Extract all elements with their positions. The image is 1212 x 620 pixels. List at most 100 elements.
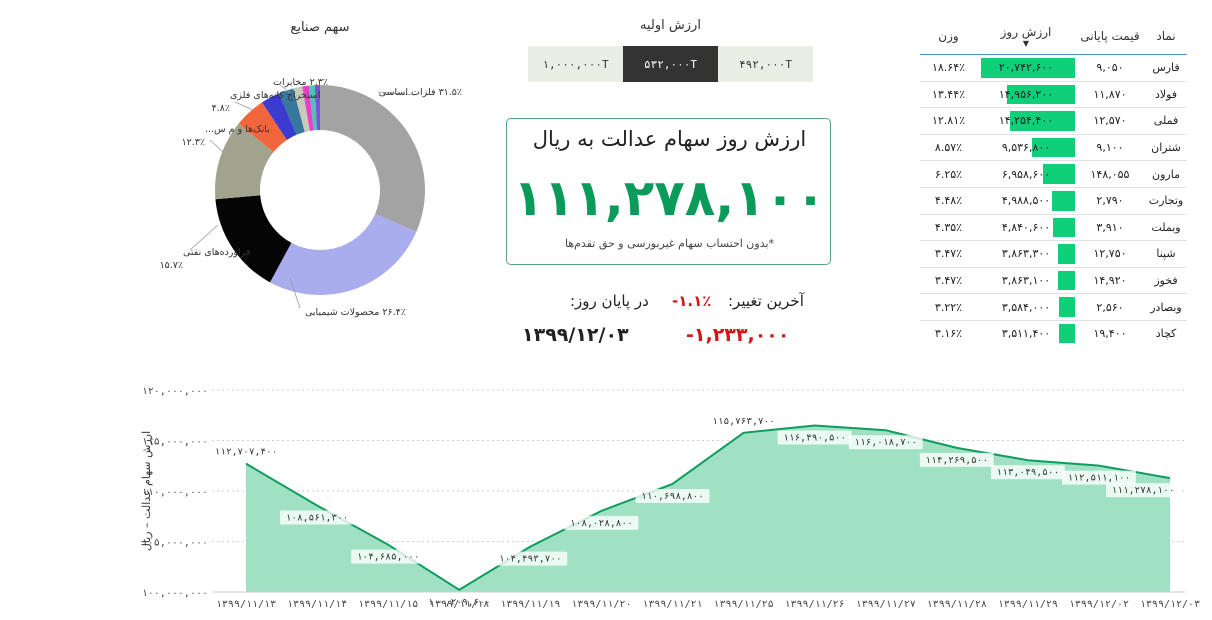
value-text: ۴,۸۴۰,۶۰۰ xyxy=(1001,220,1051,234)
table-row[interactable]: شتران ۹,۱۰۰ ۹,۵۳۶,۸۰۰ ۸.۵۷٪ xyxy=(920,134,1187,162)
donut-slice[interactable] xyxy=(238,102,287,153)
cell-weight: ۱۳.۴۴٪ xyxy=(920,81,977,109)
table-row[interactable]: فملی ۱۲,۵۷۰ ۱۴,۲۵۴,۴۰۰ ۱۲.۸۱٪ xyxy=(920,107,1187,135)
column-header-weight[interactable]: وزن xyxy=(920,18,977,55)
area-fill xyxy=(246,425,1170,592)
cell-value: ۳,۸۶۳,۳۰۰ xyxy=(977,240,1075,268)
table-row[interactable]: وتجارت ۲,۷۹۰ ۴,۹۸۸,۵۰۰ ۴.۴۸٪ xyxy=(920,187,1187,215)
value-bar xyxy=(1053,217,1075,238)
cell-value: ۴,۸۴۰,۶۰۰ xyxy=(977,214,1075,242)
cell-price: ۱۴۸,۰۵۵ xyxy=(1075,160,1145,188)
donut-slice[interactable] xyxy=(269,213,417,295)
cell-value: ۳,۵۸۴,۰۰۰ xyxy=(977,293,1075,321)
sort-desc-icon: ▼ xyxy=(1022,38,1030,48)
donut-slice[interactable] xyxy=(320,85,425,232)
cell-weight: ۳.۴۷٪ xyxy=(920,240,977,268)
table-row[interactable]: شپنا ۱۲,۷۵۰ ۳,۸۶۳,۳۰۰ ۳.۴۷٪ xyxy=(920,240,1187,268)
cell-price: ۹,۰۵۰ xyxy=(1075,54,1145,82)
donut-slice-label: ۳۱.۵٪ فلزات اساسی xyxy=(379,87,462,98)
cell-symbol: وبملت xyxy=(1145,214,1187,242)
card-note: *بدون احتساب سهام غیربورسی و حق تقدم‌ها xyxy=(564,237,775,250)
cell-price: ۱۱,۸۷۰ xyxy=(1075,81,1145,109)
data-label-bg xyxy=(280,510,355,525)
value-text: ۲۰,۷۴۲,۶۰۰ xyxy=(998,61,1054,75)
x-tick-label: ۱۳۹۹/۱۱/۱۸ xyxy=(429,599,489,610)
cell-weight: ۴.۳۵٪ xyxy=(920,214,977,242)
data-label-bg xyxy=(777,430,852,445)
x-tick-label: ۱۳۹۹/۱۲/۰۲ xyxy=(1069,599,1129,610)
table-row[interactable]: فولاد ۱۱,۸۷۰ ۱۴,۹۵۶,۲۰۰ ۱۳.۴۴٪ xyxy=(920,81,1187,109)
cell-symbol: وبصادر xyxy=(1145,293,1187,321)
donut-slice[interactable] xyxy=(308,85,317,131)
donut-slice[interactable] xyxy=(302,85,314,131)
donut-slice[interactable] xyxy=(293,86,310,132)
data-label: ۱۱۰,۶۹۸,۸۰۰ xyxy=(641,491,704,502)
value-bar xyxy=(1052,190,1075,211)
data-label-bg xyxy=(422,594,497,609)
y-tick-label: ۱۲۰,۰۰۰,۰۰۰ xyxy=(142,386,208,397)
y-axis-title: ارزش سهام عدالت – ریال xyxy=(140,431,153,551)
holdings-table-container[interactable]: نماد قیمت پایانی ارزش روز ▼ وزن فارس ۹,۰۵… xyxy=(920,18,1187,343)
donut-slice[interactable] xyxy=(215,123,274,200)
cell-weight: ۱۲.۸۱٪ xyxy=(920,107,977,135)
cell-weight: ۴.۴۸٪ xyxy=(920,187,977,215)
initial-value-option-492000[interactable]: ۴۹۲,۰۰۰T xyxy=(718,46,813,82)
cell-price: ۱۲,۵۷۰ xyxy=(1075,107,1145,135)
table-row[interactable]: کچاد ۱۹,۴۰۰ ۳,۵۱۱,۴۰۰ ۳.۱۶٪ xyxy=(920,320,1187,343)
column-header-value[interactable]: ارزش روز ▼ xyxy=(977,18,1075,55)
table-row[interactable]: فخوز ۱۴,۹۲۰ ۳,۸۶۳,۱۰۰ ۳.۴۷٪ xyxy=(920,267,1187,295)
holdings-table: نماد قیمت پایانی ارزش روز ▼ وزن فارس ۹,۰۵… xyxy=(920,18,1187,343)
value-text: ۳,۸۶۳,۱۰۰ xyxy=(1001,274,1051,288)
donut-slice[interactable] xyxy=(278,88,305,135)
column-header-price[interactable]: قیمت پایانی xyxy=(1075,18,1145,55)
table-row[interactable]: وبصادر ۲,۵۶۰ ۳,۵۸۴,۰۰۰ ۳.۲۲٪ xyxy=(920,293,1187,321)
cell-price: ۹,۱۰۰ xyxy=(1075,134,1145,162)
y-tick-label: ۱۰۵,۰۰۰,۰۰۰ xyxy=(142,538,208,549)
cell-weight: ۱۸.۶۴٪ xyxy=(920,54,977,82)
donut-slice-label: ۲.۳٪ مخابرات xyxy=(273,77,328,88)
initial-value-option-1000000[interactable]: ۱,۰۰۰,۰۰۰T xyxy=(528,46,623,82)
value-text: ۹,۵۳۶,۸۰۰ xyxy=(1001,141,1051,155)
data-label: ۱۱۲,۷۰۷,۴۰۰ xyxy=(215,447,278,458)
last-change-label: آخرین تغییر: xyxy=(728,292,804,310)
value-bar xyxy=(1007,84,1075,105)
data-label-bg xyxy=(990,465,1065,480)
donut-slice[interactable] xyxy=(314,85,320,131)
data-label: ۱۱۶,۰۱۸,۷۰۰ xyxy=(854,437,917,448)
end-of-day-label: در پایان روز: xyxy=(570,292,649,310)
value-bar xyxy=(1010,111,1075,131)
donut-slice[interactable] xyxy=(262,93,297,140)
cell-value: ۹,۵۳۶,۸۰۰ xyxy=(977,134,1075,162)
cell-price: ۲,۷۹۰ xyxy=(1075,187,1145,215)
donut-slice[interactable] xyxy=(215,195,292,283)
table-row[interactable]: مارون ۱۴۸,۰۵۵ ۶,۹۵۸,۶۰۰ ۶.۲۵٪ xyxy=(920,160,1187,188)
card-value: ۱۱۱,۲۷۸,۱۰۰ xyxy=(513,169,826,227)
cell-symbol: فملی xyxy=(1145,107,1187,135)
data-label: ۱۱۲,۵۱۱,۱۰۰ xyxy=(1067,473,1130,484)
initial-value-option-532000[interactable]: ۵۳۲,۰۰۰T xyxy=(623,46,718,82)
data-label: ۱۰۰,۲۰۹,۶۰۰ xyxy=(428,597,491,608)
cell-value: ۱۴,۲۵۴,۴۰۰ xyxy=(977,107,1075,135)
value-bar xyxy=(1059,323,1075,343)
donut-slice-percent: ۱۲.۳٪ xyxy=(182,137,205,148)
cell-weight: ۸.۵۷٪ xyxy=(920,134,977,162)
y-tick-label: ۱۱۵,۰۰۰,۰۰۰ xyxy=(142,437,208,448)
cell-weight: ۳.۱۶٪ xyxy=(920,320,977,343)
cell-symbol: کچاد xyxy=(1145,320,1187,343)
column-header-symbol[interactable]: نماد xyxy=(1145,18,1187,55)
data-label: ۱۰۴,۴۹۳,۷۰۰ xyxy=(499,554,562,565)
data-label-bg xyxy=(1106,483,1180,498)
industry-share-title: سهم صنایع xyxy=(290,20,350,35)
cell-price: ۱۹,۴۰۰ xyxy=(1075,320,1145,343)
cell-value: ۳,۵۱۱,۴۰۰ xyxy=(977,320,1075,343)
cell-symbol: فخوز xyxy=(1145,267,1187,295)
cell-weight: ۳.۴۷٪ xyxy=(920,267,977,295)
cell-value: ۶,۹۵۸,۶۰۰ xyxy=(977,160,1075,188)
data-label-bg xyxy=(706,413,781,428)
table-row[interactable]: فارس ۹,۰۵۰ ۲۰,۷۴۲,۶۰۰ ۱۸.۶۴٪ xyxy=(920,54,1187,82)
data-label-bg xyxy=(635,488,710,503)
table-row[interactable]: وبملت ۳,۹۱۰ ۴,۸۴۰,۶۰۰ ۴.۳۵٪ xyxy=(920,214,1187,242)
cell-value: ۳,۸۶۳,۱۰۰ xyxy=(977,267,1075,295)
cell-value: ۱۴,۹۵۶,۲۰۰ xyxy=(977,81,1075,109)
y-tick-label: ۱۰۰,۰۰۰,۰۰۰ xyxy=(142,588,208,599)
